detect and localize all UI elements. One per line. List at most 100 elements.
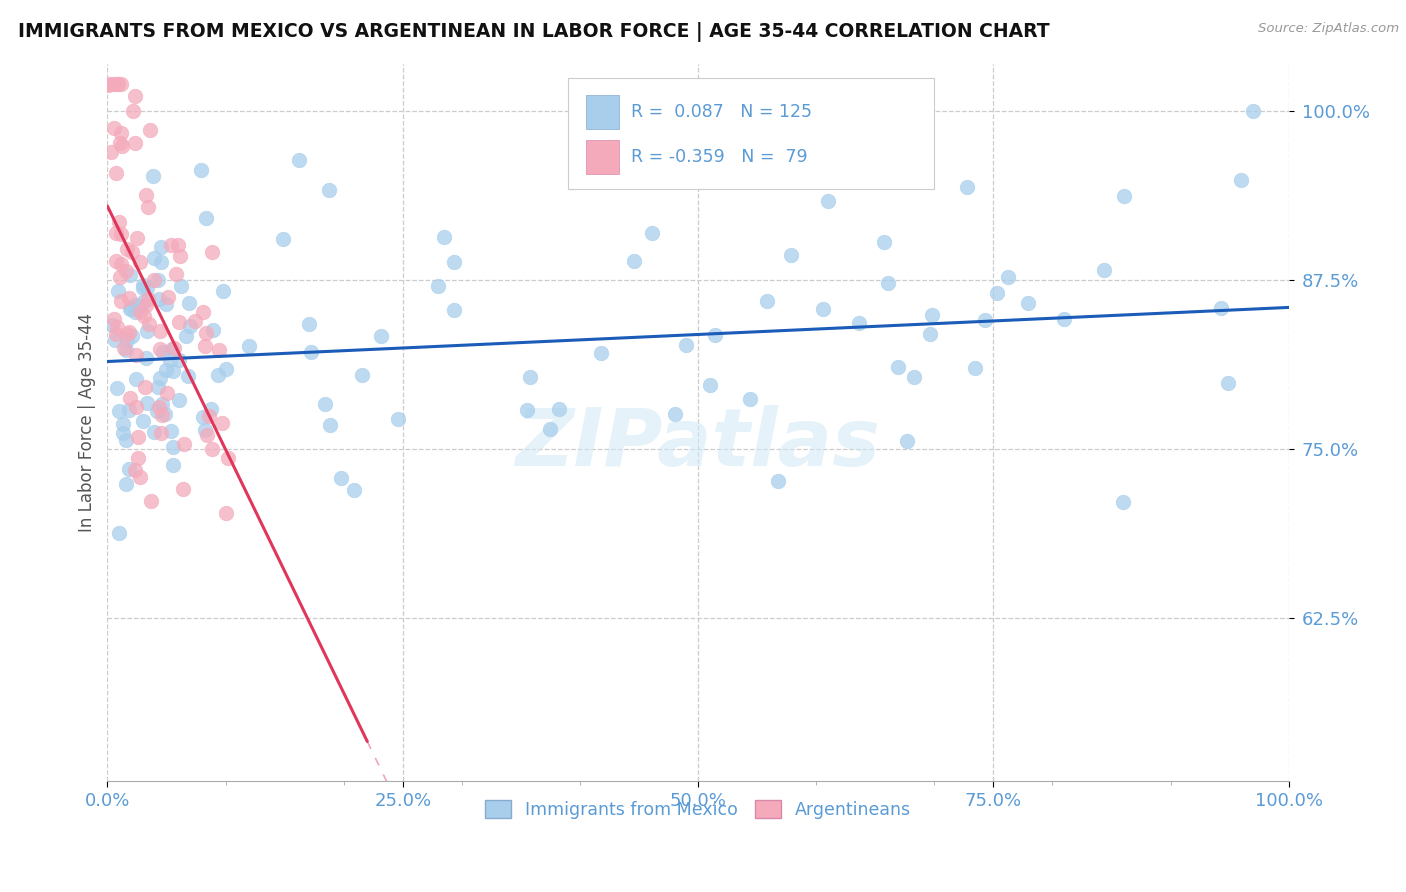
Point	[1112, 494, 1135, 508]
Point	[591, 346, 613, 360]
Point	[211, 416, 233, 430]
Point	[105, 253, 128, 268]
Point	[387, 412, 409, 426]
Point	[108, 215, 131, 229]
Point	[877, 276, 900, 290]
Point	[675, 337, 697, 351]
Point	[131, 414, 153, 428]
Y-axis label: In Labor Force | Age 35-44: In Labor Force | Age 35-44	[79, 313, 96, 532]
Point	[215, 362, 238, 376]
Point	[115, 242, 138, 256]
Point	[103, 311, 125, 326]
Point	[207, 368, 229, 382]
Text: Source: ZipAtlas.com: Source: ZipAtlas.com	[1258, 22, 1399, 36]
Point	[136, 200, 159, 214]
Point	[370, 328, 392, 343]
Point	[1017, 296, 1039, 310]
Point	[177, 368, 200, 383]
Point	[738, 161, 761, 175]
Point	[105, 78, 128, 92]
Point	[121, 244, 143, 259]
Text: IMMIGRANTS FROM MEXICO VS ARGENTINEAN IN LABOR FORCE | AGE 35-44 CORRELATION CHA: IMMIGRANTS FROM MEXICO VS ARGENTINEAN IN…	[18, 22, 1050, 42]
Point	[195, 211, 218, 225]
Point	[150, 396, 173, 410]
Point	[136, 292, 159, 306]
Point	[704, 328, 727, 343]
Point	[155, 363, 177, 377]
Point	[132, 281, 155, 295]
Bar	[586, 95, 619, 129]
Point	[104, 333, 127, 347]
Point	[127, 429, 149, 443]
Point	[986, 286, 1008, 301]
Point	[817, 194, 839, 208]
Point	[963, 361, 986, 376]
Point	[149, 371, 172, 385]
Point	[138, 317, 160, 331]
Point	[212, 284, 235, 298]
Point	[118, 462, 141, 476]
Point	[156, 386, 179, 401]
Point	[121, 328, 143, 343]
Point	[172, 482, 194, 496]
Point	[142, 169, 165, 183]
Point	[516, 402, 538, 417]
Point	[110, 227, 132, 241]
Point	[110, 294, 132, 309]
Point	[98, 78, 121, 92]
Point	[299, 344, 322, 359]
Point	[111, 417, 134, 431]
Point	[163, 341, 186, 355]
Point	[1092, 263, 1115, 277]
Point	[118, 391, 141, 405]
Point	[135, 187, 157, 202]
Point	[150, 255, 173, 269]
Point	[124, 88, 146, 103]
Point	[150, 408, 173, 422]
Point	[110, 136, 132, 151]
Point	[200, 401, 222, 416]
Point	[318, 183, 340, 197]
Point	[314, 397, 336, 411]
Point	[194, 326, 217, 341]
Point	[738, 392, 761, 406]
Point	[104, 327, 127, 342]
Point	[215, 506, 238, 520]
Point	[156, 290, 179, 304]
Point	[208, 343, 231, 357]
Text: ZIPatlas: ZIPatlas	[516, 405, 880, 483]
Point	[623, 253, 645, 268]
Point	[132, 294, 155, 309]
Point	[115, 326, 138, 341]
Point	[201, 244, 224, 259]
Point	[538, 422, 561, 436]
Point	[97, 78, 120, 92]
Point	[1114, 189, 1136, 203]
Point	[107, 285, 129, 299]
Point	[124, 305, 146, 319]
Point	[125, 372, 148, 386]
Point	[811, 301, 834, 316]
Point	[108, 525, 131, 540]
Point	[167, 392, 190, 407]
Point	[183, 314, 205, 328]
Point	[755, 294, 778, 309]
Point	[112, 341, 135, 355]
Point	[146, 404, 169, 418]
Point	[143, 425, 166, 439]
Point	[160, 238, 183, 252]
Point	[195, 428, 218, 442]
Legend: Immigrants from Mexico, Argentineans: Immigrants from Mexico, Argentineans	[478, 793, 918, 826]
Point	[125, 401, 148, 415]
Point	[887, 359, 910, 374]
Point	[149, 342, 172, 356]
Point	[132, 278, 155, 293]
Point	[118, 291, 141, 305]
Point	[146, 380, 169, 394]
Point	[167, 237, 190, 252]
Point	[149, 240, 172, 254]
Point	[197, 409, 219, 424]
Point	[120, 301, 142, 316]
Point	[101, 78, 124, 92]
Point	[997, 269, 1019, 284]
